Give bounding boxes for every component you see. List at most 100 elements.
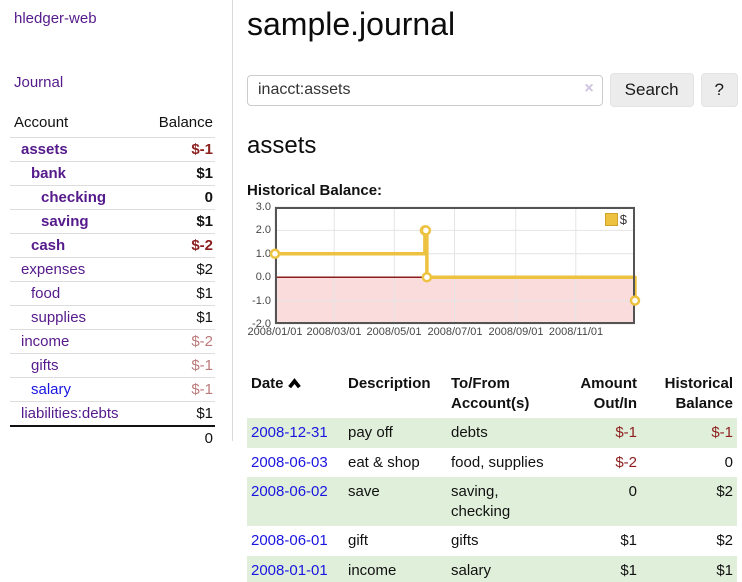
account-row: saving $1 bbox=[10, 209, 215, 234]
account-row: gifts $-1 bbox=[10, 353, 215, 378]
account-balance: $-1 bbox=[141, 377, 215, 402]
account-balance: 0 bbox=[141, 185, 215, 210]
x-tick-label: 2008/05/01 bbox=[366, 326, 422, 338]
chart-legend: $ bbox=[602, 211, 629, 228]
register-header-date[interactable]: Date bbox=[247, 369, 344, 418]
transaction-balance: $2 bbox=[716, 483, 733, 500]
app-title-link[interactable]: hledger-web bbox=[14, 10, 97, 27]
sidebar-divider bbox=[232, 0, 233, 441]
transaction-accounts: food, supplies bbox=[451, 453, 544, 471]
accounts-header-account: Account bbox=[14, 114, 69, 131]
account-row: assets $-1 bbox=[10, 137, 215, 162]
register-header-balance: Historical Balance bbox=[664, 375, 733, 412]
x-tick-label: 2008/01/01 bbox=[247, 326, 303, 338]
x-tick-label: 2008/09/01 bbox=[488, 326, 544, 338]
transaction-accounts: saving, checking bbox=[451, 483, 511, 520]
account-row: food $1 bbox=[10, 281, 215, 306]
account-row: supplies $1 bbox=[10, 305, 215, 330]
transaction-balance: $-1 bbox=[711, 424, 733, 441]
account-row: expenses $2 bbox=[10, 257, 215, 282]
search-button[interactable]: Search bbox=[609, 73, 694, 107]
accounts-header-balance: Balance bbox=[158, 114, 213, 131]
clear-search-icon[interactable]: × bbox=[584, 79, 594, 97]
sidebar: hledger-web Journal Account Balance asse… bbox=[0, 0, 232, 582]
transaction-accounts: gifts bbox=[451, 532, 479, 549]
transaction-description: gift bbox=[348, 532, 369, 549]
register-row: 2008-06-01 gift gifts $1 $2 bbox=[247, 526, 737, 556]
account-link-cash[interactable]: cash bbox=[31, 237, 66, 254]
register-table: Date Description To/From Account(s) Amou… bbox=[247, 369, 737, 582]
account-row: checking 0 bbox=[10, 185, 215, 210]
account-row: liabilities:debts $1 bbox=[10, 401, 215, 426]
account-balance: $1 bbox=[141, 209, 215, 234]
account-balance: $-2 bbox=[141, 329, 215, 354]
account-balance: $2 bbox=[141, 257, 215, 282]
account-row: cash $-2 bbox=[10, 233, 215, 258]
account-link-gifts[interactable]: gifts bbox=[31, 357, 59, 374]
register-row: 2008-12-31 pay off debts $-1 $-1 bbox=[247, 418, 737, 448]
account-link-expenses[interactable]: expenses bbox=[21, 261, 86, 278]
account-link-salary[interactable]: salary bbox=[31, 381, 72, 398]
help-button[interactable]: ? bbox=[700, 73, 738, 107]
historical-balance-chart: 3.0 2.0 1.0 0.0 -1.0 -2.0 $ 2008/01/01 2008/03… bbox=[247, 201, 642, 347]
transaction-amount: $-2 bbox=[615, 453, 637, 471]
account-balance: $-1 bbox=[141, 353, 215, 378]
register-header-description: Description bbox=[348, 375, 431, 392]
transaction-date-link[interactable]: 2008-12-31 bbox=[251, 424, 328, 441]
account-link-assets[interactable]: assets bbox=[21, 141, 68, 158]
account-balance: $1 bbox=[141, 401, 215, 426]
search-form: × Search ? bbox=[247, 73, 738, 107]
legend-swatch-icon bbox=[604, 213, 618, 226]
y-tick-label: 1.0 bbox=[255, 248, 271, 260]
register-row: 2008-01-01 income salary $1 $1 bbox=[247, 555, 737, 582]
account-link-bank[interactable]: bank bbox=[31, 165, 67, 182]
account-link-liabilities-debts[interactable]: liabilities:debts bbox=[21, 405, 119, 422]
accounts-table: Account Balance assets $-1 bank $1 checkin… bbox=[10, 110, 215, 450]
accounts-total-row: 0 bbox=[10, 425, 215, 450]
x-tick-label: 2008/11/01 bbox=[548, 326, 604, 338]
account-link-saving[interactable]: saving bbox=[41, 213, 89, 230]
chart-y-axis: 3.0 2.0 1.0 0.0 -1.0 -2.0 bbox=[247, 201, 271, 330]
chart-x-axis: 2008/01/01 2008/03/01 2008/05/01 2008/07/01… bbox=[247, 326, 635, 342]
legend-label: $ bbox=[619, 212, 627, 227]
transaction-date-link[interactable]: 2008-06-03 bbox=[251, 453, 328, 471]
account-balance: $1 bbox=[141, 281, 215, 306]
y-tick-label: -1.0 bbox=[252, 295, 271, 307]
transaction-accounts: debts bbox=[451, 424, 488, 441]
account-link-checking[interactable]: checking bbox=[41, 189, 107, 206]
register-row: 2008-06-03 eat & shop food, supplies $-2… bbox=[247, 448, 737, 478]
account-link-income[interactable]: income bbox=[21, 333, 70, 350]
account-row: income $-2 bbox=[10, 329, 215, 354]
account-balance: $1 bbox=[141, 161, 215, 186]
y-tick-label: 3.0 bbox=[255, 201, 271, 213]
page-title: sample.journal bbox=[247, 6, 456, 42]
transaction-date-link[interactable]: 2008-01-01 bbox=[251, 561, 328, 579]
chart-title: Historical Balance: bbox=[247, 182, 383, 199]
sort-ascending-icon bbox=[287, 375, 301, 395]
account-heading: assets bbox=[247, 132, 317, 159]
register-header-amount: Amount Out/In bbox=[580, 375, 637, 412]
y-tick-label: 2.0 bbox=[255, 224, 271, 236]
transaction-description: income bbox=[348, 561, 397, 579]
transaction-accounts: salary bbox=[451, 561, 492, 579]
transaction-balance: 0 bbox=[724, 453, 733, 471]
transaction-date-link[interactable]: 2008-06-02 bbox=[251, 483, 328, 500]
transaction-date-link[interactable]: 2008-06-01 bbox=[251, 532, 328, 549]
search-input[interactable] bbox=[247, 74, 603, 106]
account-row: bank $1 bbox=[10, 161, 215, 186]
transaction-amount: $1 bbox=[620, 532, 637, 549]
transaction-description: pay off bbox=[348, 424, 393, 441]
account-link-food[interactable]: food bbox=[31, 285, 61, 302]
chart-svg bbox=[269, 206, 641, 325]
sidebar-item-journal[interactable]: Journal bbox=[14, 74, 64, 91]
transaction-amount: 0 bbox=[628, 483, 637, 500]
transaction-amount: $1 bbox=[620, 561, 637, 579]
accounts-total-value: 0 bbox=[141, 425, 215, 450]
chart-plot-area: $ bbox=[269, 206, 641, 325]
y-tick-label: -2.0 bbox=[252, 318, 271, 330]
account-link-supplies[interactable]: supplies bbox=[31, 309, 87, 326]
main-content: sample.journal × Search ? assets Histori… bbox=[232, 0, 742, 582]
register-row: 2008-06-02 save saving, checking 0 $2 bbox=[247, 477, 737, 526]
transaction-description: save bbox=[348, 483, 380, 500]
